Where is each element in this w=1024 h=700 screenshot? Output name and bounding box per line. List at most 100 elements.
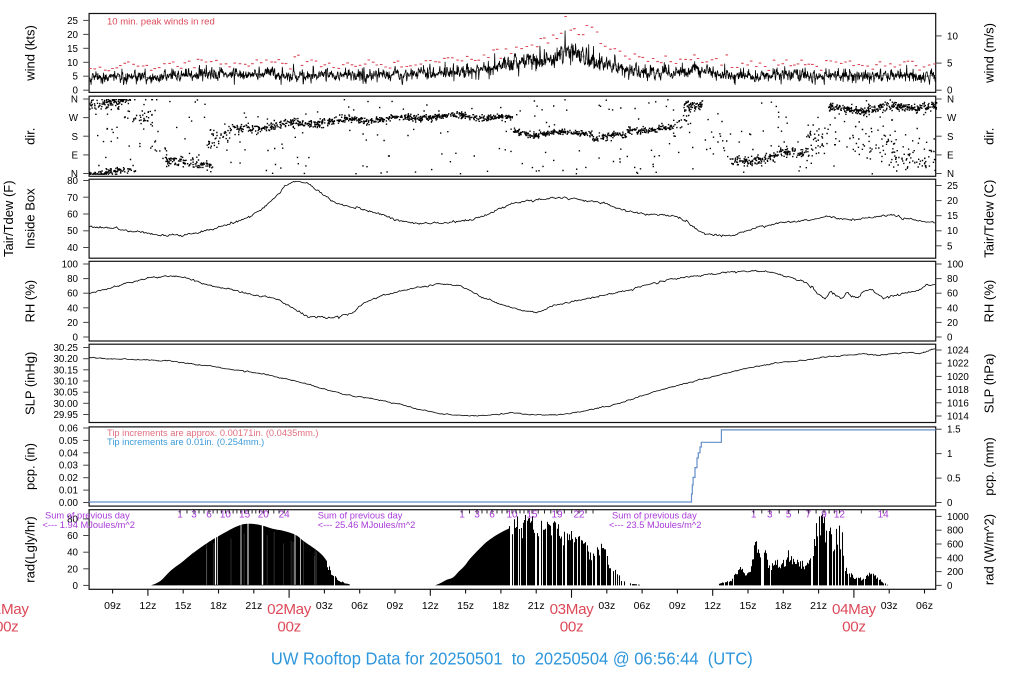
svg-text:15: 15: [67, 44, 78, 55]
svg-text:rad(Lgly/hr): rad(Lgly/hr): [22, 516, 37, 582]
svg-text:0: 0: [947, 581, 953, 592]
svg-text:00z: 00z: [0, 619, 18, 636]
svg-text:00z: 00z: [842, 619, 865, 636]
svg-text:06z: 06z: [634, 600, 651, 612]
svg-text:0.05: 0.05: [59, 436, 79, 447]
svg-text:60: 60: [67, 210, 78, 221]
svg-text:15z: 15z: [457, 600, 474, 612]
svg-text:5: 5: [947, 59, 953, 70]
svg-text:1: 1: [751, 510, 757, 521]
svg-text:10 min. peak winds in red: 10 min. peak winds in red: [107, 16, 215, 27]
svg-text:N: N: [71, 95, 78, 106]
svg-text:E: E: [947, 150, 954, 161]
svg-text:Sum of previous day: Sum of previous day: [45, 510, 130, 520]
svg-text:21z: 21z: [528, 600, 545, 612]
svg-text:600: 600: [947, 540, 964, 551]
svg-text:20: 20: [947, 196, 958, 207]
svg-text:1000: 1000: [947, 512, 969, 523]
svg-text:1: 1: [947, 449, 952, 460]
svg-text:03z: 03z: [316, 600, 333, 612]
svg-text:30.10: 30.10: [53, 377, 78, 388]
svg-text:3: 3: [191, 510, 197, 521]
svg-text:20: 20: [67, 564, 78, 575]
svg-text:19: 19: [551, 510, 563, 521]
svg-text:9: 9: [821, 510, 827, 521]
svg-text:SLP (hPa): SLP (hPa): [982, 353, 997, 413]
svg-text:N: N: [71, 169, 78, 180]
svg-text:pcp. (mm): pcp. (mm): [982, 437, 997, 496]
svg-text:15: 15: [239, 510, 251, 521]
svg-text:E: E: [71, 150, 78, 161]
svg-text:10: 10: [220, 510, 232, 521]
svg-text:02May: 02May: [267, 601, 312, 618]
svg-text:70: 70: [67, 193, 78, 204]
svg-text:24: 24: [279, 510, 291, 521]
svg-text:<--- 1.94 MJoules/m^2: <--- 1.94 MJoules/m^2: [43, 520, 135, 530]
svg-text:N: N: [947, 95, 954, 106]
svg-text:SLP (inHg): SLP (inHg): [22, 352, 37, 415]
svg-text:200: 200: [947, 567, 964, 578]
svg-text:wind (kts): wind (kts): [22, 25, 37, 82]
svg-text:30.05: 30.05: [53, 388, 78, 399]
svg-text:1018: 1018: [947, 385, 969, 396]
svg-text:0.5: 0.5: [947, 474, 961, 485]
svg-text:06z: 06z: [916, 600, 933, 612]
svg-text:40: 40: [67, 243, 78, 254]
svg-text:25: 25: [947, 181, 958, 192]
svg-text:400: 400: [947, 553, 964, 564]
svg-text:0: 0: [947, 498, 953, 509]
svg-text:0: 0: [947, 333, 953, 344]
svg-text:N: N: [947, 169, 954, 180]
svg-text:5: 5: [947, 241, 953, 252]
svg-text:15z: 15z: [740, 600, 757, 612]
svg-text:30.15: 30.15: [53, 365, 78, 376]
svg-text:RH (%): RH (%): [982, 280, 997, 323]
svg-text:1022: 1022: [947, 359, 969, 370]
svg-text:1020: 1020: [947, 372, 969, 383]
svg-text:09z: 09z: [104, 600, 121, 612]
svg-text:60: 60: [947, 289, 958, 300]
svg-text:3: 3: [767, 510, 773, 521]
svg-text:15: 15: [947, 211, 958, 222]
svg-text:1: 1: [459, 510, 465, 521]
svg-text:40: 40: [947, 303, 958, 314]
svg-text:30.20: 30.20: [53, 354, 78, 365]
svg-text:1: 1: [177, 510, 183, 521]
svg-text:09z: 09z: [669, 600, 686, 612]
svg-text:03May: 03May: [550, 601, 595, 618]
svg-text:60: 60: [67, 289, 78, 300]
svg-text:Tair/Tdew (C): Tair/Tdew (C): [982, 180, 997, 258]
svg-text:0: 0: [73, 86, 79, 97]
svg-text:W: W: [69, 113, 79, 124]
svg-text:7: 7: [806, 510, 812, 521]
svg-text:800: 800: [947, 526, 964, 537]
svg-text:03z: 03z: [598, 600, 615, 612]
svg-text:14: 14: [878, 510, 890, 521]
svg-text:10: 10: [947, 31, 958, 42]
svg-text:09z: 09z: [387, 600, 404, 612]
svg-text:40: 40: [67, 303, 78, 314]
svg-text:18z: 18z: [210, 600, 227, 612]
svg-text:0.06: 0.06: [59, 424, 79, 435]
svg-text:04May: 04May: [832, 601, 877, 618]
svg-text:Inside Box: Inside Box: [22, 188, 37, 249]
svg-text:30.25: 30.25: [53, 343, 78, 354]
svg-text:20: 20: [947, 318, 958, 329]
svg-text:Sum of previous day: Sum of previous day: [318, 510, 403, 520]
svg-text:1.5: 1.5: [947, 425, 961, 436]
svg-text:20: 20: [67, 30, 78, 41]
svg-text:20: 20: [258, 510, 270, 521]
svg-text:80: 80: [67, 514, 78, 525]
svg-text:10: 10: [506, 510, 518, 521]
svg-text:W: W: [947, 113, 957, 124]
svg-text:80: 80: [67, 176, 78, 187]
svg-text:0.04: 0.04: [59, 448, 79, 459]
svg-text:03z: 03z: [881, 600, 898, 612]
svg-text:18z: 18z: [492, 600, 509, 612]
svg-text:80: 80: [947, 274, 958, 285]
svg-text:25: 25: [67, 16, 78, 27]
svg-text:100: 100: [62, 260, 79, 271]
svg-text:60: 60: [67, 531, 78, 542]
svg-text:0: 0: [73, 581, 79, 592]
svg-text:Tip increments are approx. 0.0: Tip increments are approx. 0.00171in. (0…: [107, 428, 319, 438]
